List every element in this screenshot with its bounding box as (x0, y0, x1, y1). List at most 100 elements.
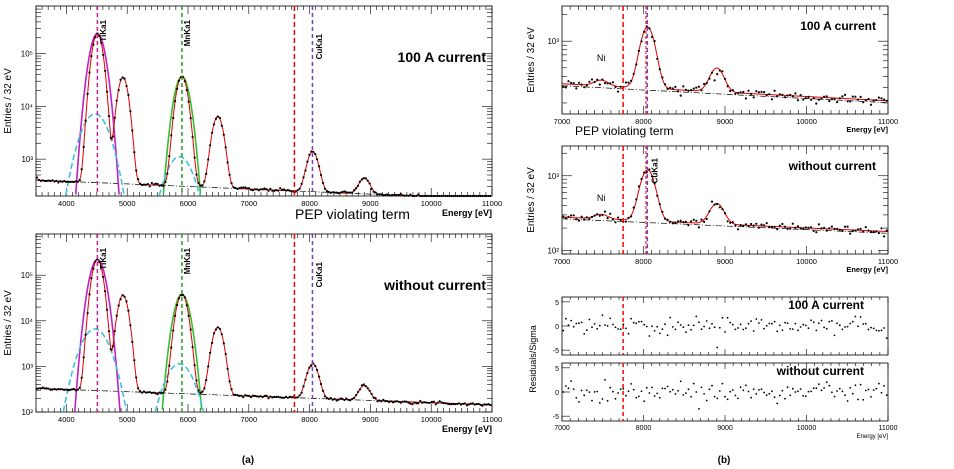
pep-label-b: PEP violating term (575, 124, 674, 138)
data-point (796, 225, 800, 228)
data-point (68, 180, 72, 183)
line-label: MnKa1 (183, 19, 192, 46)
residual-point (799, 326, 802, 328)
data-point (752, 224, 755, 227)
residual-point (682, 326, 685, 329)
residual-point (645, 325, 648, 328)
residual-point (630, 383, 632, 385)
data-point (390, 194, 393, 197)
x-tick-label: 7000 (554, 257, 571, 266)
data-point (107, 330, 111, 333)
data-point (663, 217, 667, 220)
data-point (630, 79, 633, 82)
data-point (475, 194, 478, 198)
residual-point (804, 324, 807, 327)
data-point (880, 227, 883, 230)
data-point (80, 168, 83, 171)
data-point (67, 180, 70, 183)
data-point (585, 216, 588, 219)
data-point (744, 97, 748, 100)
data-point (181, 293, 184, 297)
data-point (611, 218, 615, 221)
residual-point (804, 395, 807, 398)
data-point (257, 395, 260, 398)
data-point (343, 398, 346, 402)
residual-point (812, 321, 815, 324)
data-point (469, 402, 472, 405)
data-point (442, 194, 445, 197)
residual-point (818, 322, 820, 325)
data-point (609, 82, 612, 85)
residual-point (789, 394, 792, 397)
x-axis-label: Energy [eV] (846, 125, 888, 134)
data-point (207, 158, 210, 161)
data-point (690, 220, 693, 223)
data-point (465, 194, 469, 198)
residual-point (726, 316, 729, 319)
data-point (469, 194, 472, 198)
residual-point (614, 326, 617, 329)
data-point (316, 158, 319, 161)
data-point (55, 179, 58, 182)
data-point (356, 184, 360, 187)
x-tick-label: 11000 (878, 117, 898, 126)
residual-point (669, 390, 672, 393)
residual-point (878, 329, 880, 332)
data-point (877, 96, 881, 99)
data-point (353, 396, 356, 399)
data-point (37, 387, 41, 390)
data-point (107, 115, 111, 118)
data-point (283, 396, 286, 399)
data-point (67, 389, 70, 392)
data-point (86, 92, 89, 95)
data-point (640, 40, 643, 43)
residual-point (721, 316, 724, 319)
data-point (356, 390, 360, 394)
panel-annotation: 100 A current (800, 19, 876, 33)
mn-tail-curve (158, 155, 201, 196)
data-point (755, 90, 758, 93)
data-point (765, 222, 768, 225)
residual-point (755, 318, 758, 320)
data-point (337, 192, 340, 195)
y-axis-label: Entries / 32 eV (3, 290, 14, 356)
panel-annotation: without current (788, 159, 876, 173)
data-point (168, 155, 171, 158)
y-tick-label: 10⁴ (21, 317, 34, 326)
data-point (170, 134, 173, 137)
data-point (249, 396, 253, 399)
data-point (121, 294, 124, 297)
data-point (121, 76, 124, 79)
data-point (94, 36, 97, 39)
data-point (580, 83, 583, 86)
data-point (296, 396, 299, 399)
residual-point (671, 388, 674, 391)
data-point (739, 91, 742, 94)
residual-point (695, 391, 698, 393)
data-point (174, 314, 177, 317)
residual-point (692, 324, 695, 327)
data-point (397, 193, 400, 197)
residual-point (711, 322, 713, 325)
residual-point (875, 329, 878, 332)
data-point (76, 388, 79, 391)
data-point (656, 57, 659, 60)
residual-point (807, 390, 810, 393)
data-point (593, 80, 596, 84)
residual-point (880, 329, 883, 332)
data-point (716, 203, 719, 206)
data-point (415, 194, 418, 197)
data-point (458, 194, 461, 198)
data-point (119, 298, 122, 301)
data-point (283, 188, 286, 191)
data-point (314, 364, 317, 368)
x-axis-label: Energy [eV] (442, 424, 492, 434)
data-point (98, 260, 101, 263)
residual-point (831, 320, 833, 322)
residual-point (799, 388, 802, 390)
data-point (666, 218, 669, 221)
data-point (812, 97, 815, 100)
residual-point (609, 317, 612, 320)
data-point (471, 194, 474, 198)
data-point (862, 230, 865, 233)
